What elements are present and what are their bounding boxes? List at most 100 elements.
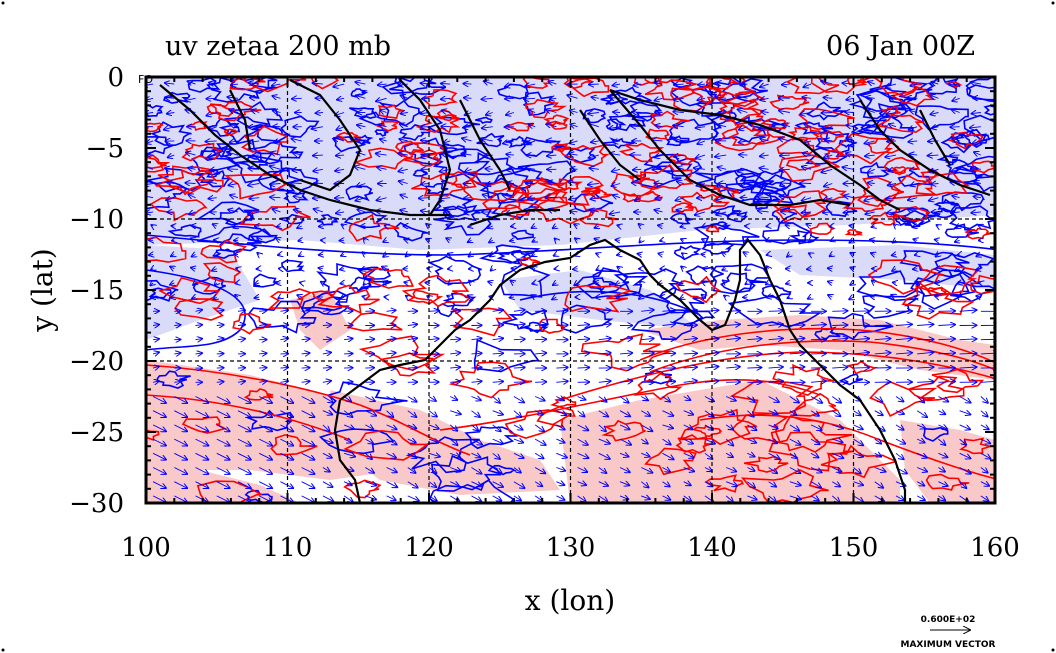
wind-vector (802, 97, 812, 98)
wind-vector (741, 184, 748, 187)
wind-vector (766, 283, 769, 285)
vorticity-contour (645, 128, 670, 140)
wind-vector (216, 310, 224, 311)
wind-vector (428, 453, 440, 456)
vorticity-contour (457, 152, 528, 185)
wind-vector (591, 141, 599, 142)
wind-vector (598, 353, 611, 354)
vorticity-contour (450, 307, 513, 337)
wind-vector (195, 424, 209, 431)
jet-contour (649, 340, 995, 373)
vorticity-contour (819, 129, 845, 143)
wind-vector (808, 297, 811, 299)
wind-vector (768, 324, 783, 325)
wind-vector (804, 124, 812, 127)
vorticity-contour (717, 98, 761, 121)
vorticity-contour (311, 290, 334, 302)
wind-vector (507, 183, 514, 184)
x-axis-label: x (lon) (525, 584, 615, 617)
vorticity-contour (247, 228, 278, 244)
vorticity-contour (335, 131, 362, 143)
wind-vector (662, 438, 670, 444)
wind-vector (828, 268, 832, 269)
wind-vector (726, 367, 740, 368)
wind-vector (760, 84, 769, 87)
wind-vector (952, 98, 960, 101)
wind-vector (319, 255, 323, 256)
wind-vector (407, 425, 416, 428)
wind-vector (546, 110, 557, 113)
wind-vector (302, 510, 315, 516)
wind-vector (780, 196, 790, 198)
wind-vector (164, 127, 175, 130)
vorticity-contour (792, 392, 840, 417)
wind-vector (313, 83, 323, 84)
wind-vector (634, 84, 642, 86)
wind-vector (802, 167, 812, 170)
wind-vector (952, 138, 960, 141)
vorticity-contour (345, 185, 374, 202)
wind-vector (168, 155, 175, 157)
wind-vector (717, 125, 727, 127)
wind-vector (377, 167, 387, 169)
wind-vector (421, 83, 430, 84)
wind-vector (726, 338, 740, 340)
wind-vector (674, 84, 684, 85)
vorticity-contour (931, 368, 985, 394)
wind-vector (280, 438, 293, 445)
wind-vector (974, 152, 982, 155)
vector-legend: 0.600E+02 MAXIMUM VECTOR (900, 615, 995, 650)
wind-vector (640, 240, 642, 242)
wind-vector (577, 438, 588, 445)
wind-vector (895, 438, 905, 444)
wind-vector (506, 113, 515, 116)
wind-vector (952, 169, 960, 171)
wind-vector (401, 113, 408, 114)
wind-vector (322, 424, 330, 431)
wind-vector (853, 411, 861, 416)
wind-vector (916, 425, 925, 428)
vorticity-contour (181, 416, 228, 434)
wind-vector (633, 169, 642, 170)
wind-vector (377, 198, 387, 201)
wind-vector (980, 410, 988, 417)
wind-vector (146, 84, 154, 86)
wind-vector (365, 439, 373, 443)
vorticity-contour (910, 273, 970, 310)
wind-vector (761, 112, 769, 113)
wind-vector (386, 310, 396, 311)
wind-vector (186, 98, 196, 100)
wind-vector (215, 283, 217, 285)
wind-vector (662, 381, 675, 382)
wind-vector (490, 255, 493, 257)
wind-vector (419, 198, 430, 199)
wind-vector (216, 396, 230, 403)
vorticity-contour (146, 154, 171, 170)
vorticity-contour (436, 109, 460, 122)
wind-vector (789, 325, 804, 326)
vorticity-contour (380, 352, 437, 377)
wind-vector (386, 453, 396, 457)
wind-vector (790, 510, 800, 515)
wind-vector (301, 324, 310, 325)
wind-vector (864, 198, 875, 201)
wind-vector (932, 127, 939, 129)
wind-vector (151, 225, 153, 226)
wind-vector (323, 510, 332, 514)
wind-vector (910, 84, 918, 86)
wind-vector (832, 410, 840, 417)
wind-vector (450, 411, 461, 415)
vorticity-contour (820, 444, 897, 479)
wind-vector (745, 269, 747, 270)
wind-vector (570, 110, 578, 112)
wind-vector (722, 252, 726, 254)
wind-vector (612, 184, 621, 187)
wind-vector (235, 254, 238, 255)
vorticity-contour (146, 104, 164, 118)
wind-vector (697, 141, 706, 144)
wind-vector (849, 297, 853, 299)
wind-vector (464, 98, 472, 99)
vorticity-contour (966, 84, 995, 103)
vorticity-contour (209, 100, 262, 122)
vorticity-contour (551, 142, 571, 153)
